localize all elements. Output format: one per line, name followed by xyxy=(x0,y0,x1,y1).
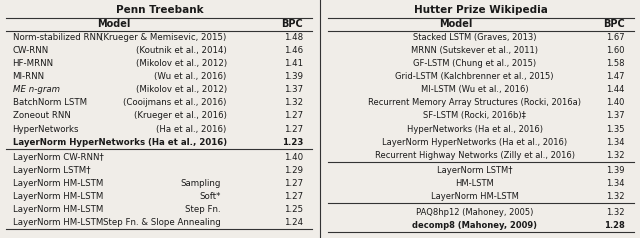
Text: (Koutnik et al., 2014): (Koutnik et al., 2014) xyxy=(136,46,227,55)
Text: 1.34: 1.34 xyxy=(606,138,625,147)
Text: HyperNetworks (Ha et al., 2016): HyperNetworks (Ha et al., 2016) xyxy=(406,124,543,134)
Text: 1.44: 1.44 xyxy=(606,85,625,94)
Text: Model: Model xyxy=(97,19,130,29)
Text: 1.23: 1.23 xyxy=(282,138,303,147)
Text: Soft*: Soft* xyxy=(199,192,221,201)
Text: (Mikolov et al., 2012): (Mikolov et al., 2012) xyxy=(136,85,227,94)
Text: (Krueger & Memisevic, 2015): (Krueger & Memisevic, 2015) xyxy=(100,33,227,42)
Text: HyperNetworks: HyperNetworks xyxy=(13,124,79,134)
Text: 1.48: 1.48 xyxy=(284,33,303,42)
Text: MI-LSTM (Wu et al., 2016): MI-LSTM (Wu et al., 2016) xyxy=(420,85,528,94)
Text: LayerNorm HM-LSTM: LayerNorm HM-LSTM xyxy=(13,179,103,188)
Text: Stacked LSTM (Graves, 2013): Stacked LSTM (Graves, 2013) xyxy=(413,33,536,42)
Text: HM-LSTM: HM-LSTM xyxy=(455,179,494,188)
Text: (Mikolov et al., 2012): (Mikolov et al., 2012) xyxy=(136,59,227,68)
Text: 1.32: 1.32 xyxy=(606,151,625,160)
Text: 1.58: 1.58 xyxy=(606,59,625,68)
Text: LayerNorm LSTM†: LayerNorm LSTM† xyxy=(436,166,512,175)
Text: 1.47: 1.47 xyxy=(606,72,625,81)
Text: Recurrent Highway Networks (Zilly et al., 2016): Recurrent Highway Networks (Zilly et al.… xyxy=(374,151,575,160)
Text: (Wu et al., 2016): (Wu et al., 2016) xyxy=(154,72,227,81)
Text: decomp8 (Mahoney, 2009): decomp8 (Mahoney, 2009) xyxy=(412,221,537,230)
Text: 1.28: 1.28 xyxy=(604,221,625,230)
Text: 1.40: 1.40 xyxy=(606,98,625,107)
Text: 1.40: 1.40 xyxy=(284,153,303,162)
Text: 1.37: 1.37 xyxy=(284,85,303,94)
Text: ME n-gram: ME n-gram xyxy=(13,85,60,94)
Text: 1.24: 1.24 xyxy=(284,218,303,227)
Text: 1.32: 1.32 xyxy=(606,192,625,201)
Text: Norm-stabilized RNN: Norm-stabilized RNN xyxy=(13,33,102,42)
Text: Hutter Prize Wikipedia: Hutter Prize Wikipedia xyxy=(413,5,548,15)
Text: BatchNorm LSTM: BatchNorm LSTM xyxy=(13,98,86,107)
Text: 1.29: 1.29 xyxy=(284,166,303,175)
Text: LayerNorm HM-LSTM: LayerNorm HM-LSTM xyxy=(13,192,103,201)
Text: Zoneout RNN: Zoneout RNN xyxy=(13,111,70,120)
Text: Recurrent Memory Array Structures (Rocki, 2016a): Recurrent Memory Array Structures (Rocki… xyxy=(368,98,581,107)
Text: (Cooijmans et al., 2016): (Cooijmans et al., 2016) xyxy=(124,98,227,107)
Text: HF-MRNN: HF-MRNN xyxy=(13,59,54,68)
Text: GF-LSTM (Chung et al., 2015): GF-LSTM (Chung et al., 2015) xyxy=(413,59,536,68)
Text: 1.27: 1.27 xyxy=(284,192,303,201)
Text: MRNN (Sutskever et al., 2011): MRNN (Sutskever et al., 2011) xyxy=(411,46,538,55)
Text: 1.32: 1.32 xyxy=(606,208,625,217)
Text: 1.35: 1.35 xyxy=(606,124,625,134)
Text: 1.27: 1.27 xyxy=(284,124,303,134)
Text: 1.39: 1.39 xyxy=(284,72,303,81)
Text: PAQ8hp12 (Mahoney, 2005): PAQ8hp12 (Mahoney, 2005) xyxy=(416,208,533,217)
Text: LayerNorm HM-LSTM: LayerNorm HM-LSTM xyxy=(13,205,103,214)
Text: Step Fn.: Step Fn. xyxy=(185,205,221,214)
Text: 1.46: 1.46 xyxy=(284,46,303,55)
Text: 1.27: 1.27 xyxy=(284,179,303,188)
Text: 1.41: 1.41 xyxy=(284,59,303,68)
Text: LayerNorm LSTM†: LayerNorm LSTM† xyxy=(13,166,90,175)
Text: BPC: BPC xyxy=(282,19,303,29)
Text: 1.39: 1.39 xyxy=(606,166,625,175)
Text: Model: Model xyxy=(440,19,473,29)
Text: MI-RNN: MI-RNN xyxy=(13,72,45,81)
Text: 1.60: 1.60 xyxy=(606,46,625,55)
Text: 1.67: 1.67 xyxy=(606,33,625,42)
Text: LayerNorm CW-RNN†: LayerNorm CW-RNN† xyxy=(13,153,104,162)
Text: LayerNorm HyperNetworks (Ha et al., 2016): LayerNorm HyperNetworks (Ha et al., 2016… xyxy=(382,138,567,147)
Text: Penn Treebank: Penn Treebank xyxy=(116,5,203,15)
Text: SF-LSTM (Rocki, 2016b)‡: SF-LSTM (Rocki, 2016b)‡ xyxy=(423,111,526,120)
Text: 1.32: 1.32 xyxy=(284,98,303,107)
Text: CW-RNN: CW-RNN xyxy=(13,46,49,55)
Text: LayerNorm HM-LSTM: LayerNorm HM-LSTM xyxy=(431,192,518,201)
Text: LayerNorm HyperNetworks: LayerNorm HyperNetworks xyxy=(13,138,145,147)
Text: (Ha et al., 2016): (Ha et al., 2016) xyxy=(148,138,227,147)
Text: Step Fn. & Slope Annealing: Step Fn. & Slope Annealing xyxy=(103,218,221,227)
Text: 1.37: 1.37 xyxy=(606,111,625,120)
Text: Sampling: Sampling xyxy=(180,179,221,188)
Text: LayerNorm HM-LSTM: LayerNorm HM-LSTM xyxy=(13,218,103,227)
Text: Grid-LSTM (Kalchbrenner et al., 2015): Grid-LSTM (Kalchbrenner et al., 2015) xyxy=(396,72,554,81)
Text: (Krueger et al., 2016): (Krueger et al., 2016) xyxy=(134,111,227,120)
Text: BPC: BPC xyxy=(603,19,625,29)
Text: 1.34: 1.34 xyxy=(606,179,625,188)
Text: 1.25: 1.25 xyxy=(284,205,303,214)
Text: (Ha et al., 2016): (Ha et al., 2016) xyxy=(156,124,227,134)
Text: 1.27: 1.27 xyxy=(284,111,303,120)
